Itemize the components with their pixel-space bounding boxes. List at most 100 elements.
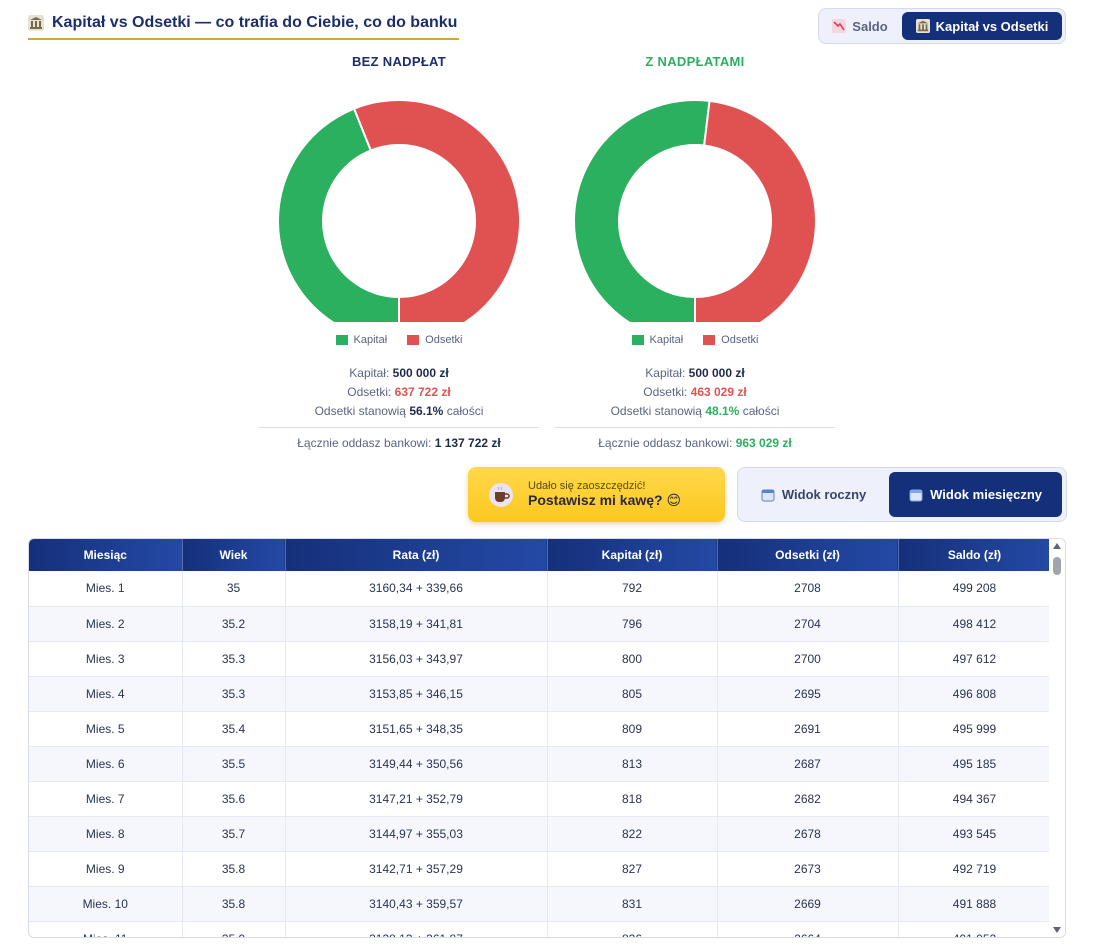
legend-item-odsetki[interactable]: Odsetki bbox=[703, 334, 758, 346]
yearly-view-button[interactable]: Widok roczny bbox=[742, 472, 885, 517]
coffee-button[interactable]: Udało się zaoszczędzić! Postawisz mi kaw… bbox=[468, 467, 725, 522]
chart-summary: Kapitał: 500 000 zł Odsetki: 637 722 zł … bbox=[259, 364, 539, 453]
table-cell: 492 719 bbox=[898, 851, 1052, 887]
monthly-view-label: Widok miesięczny bbox=[930, 487, 1043, 502]
table-row: Mies. 1135.93138,13 + 361,878362664491 0… bbox=[29, 921, 1052, 937]
donut-slice-kapital[interactable] bbox=[573, 99, 711, 344]
table-cell: 491 888 bbox=[898, 886, 1052, 922]
table-cell: 495 999 bbox=[898, 711, 1052, 747]
table-row: Mies. 5 35.4 3151,65 + 348,35 809 2691 495 99… bbox=[29, 711, 1052, 747]
legend-item-kapital[interactable]: Kapitał bbox=[335, 334, 387, 346]
table-row: Mies. 1 35 3160,34 + 339,66 792 2708 499 208 bbox=[29, 571, 1052, 607]
table-cell: 35.6 bbox=[182, 781, 286, 817]
table-row: Mies. 2 35.2 3158,19 + 341,81 796 2704 498 41… bbox=[29, 606, 1052, 642]
coffee-cup-icon bbox=[489, 482, 513, 507]
yearly-view-label: Widok roczny bbox=[781, 487, 867, 502]
table-cell: 3151,65 + 348,35 bbox=[285, 711, 548, 747]
page-title: Kapitał vs Odsetki — co trafia do Ciebie… bbox=[52, 14, 458, 31]
table-cell: 2708 bbox=[717, 571, 899, 607]
table-cell: Mies. 7 bbox=[29, 781, 183, 817]
table-cell: Mies. 4 bbox=[29, 676, 183, 712]
chart-legend: Kapitał Odsetki bbox=[259, 330, 539, 350]
saldo-label: Saldo bbox=[852, 18, 888, 34]
table-cell: 495 185 bbox=[898, 746, 1052, 782]
chart-summary: Kapitał: 500 000 zł Odsetki: 463 029 zł … bbox=[555, 364, 835, 453]
table-scrollbar[interactable] bbox=[1049, 539, 1065, 937]
table-cell: 2691 bbox=[717, 711, 899, 747]
kapital-line: Kapitał: 500 000 zł bbox=[349, 366, 449, 380]
schedule-table: Miesiąc Wiek Rata (zł) Kapitał (zł) Odse… bbox=[29, 539, 1052, 937]
table-cell: 2669 bbox=[717, 886, 899, 922]
table-cell: Mies. 10 bbox=[29, 886, 183, 922]
table-cell: 2700 bbox=[717, 641, 899, 677]
table-row: Mies. 4 35.3 3153,85 + 346,15 805 2695 496 80… bbox=[29, 676, 1052, 712]
table-cell: 813 bbox=[547, 746, 718, 782]
table-cell: 2682 bbox=[717, 781, 899, 817]
table-row: Mies. 9 35.8 3142,71 + 357,29 827 2673 492 71… bbox=[29, 851, 1052, 887]
table-cell: 3158,19 + 341,81 bbox=[285, 606, 548, 642]
monthly-view-button[interactable]: Widok miesięczny bbox=[889, 472, 1062, 517]
scroll-down-arrow-icon[interactable] bbox=[1053, 927, 1061, 933]
table-cell: 792 bbox=[547, 571, 718, 607]
donut-slice-odsetki[interactable] bbox=[352, 99, 521, 344]
table-cell: 35 bbox=[182, 571, 286, 607]
table-cell: Mies. 3 bbox=[29, 641, 183, 677]
table-cell: 3147,21 + 352,79 bbox=[285, 781, 548, 817]
calendar-icon bbox=[909, 489, 923, 501]
scroll-up-arrow-icon[interactable] bbox=[1053, 543, 1061, 549]
scroll-thumb[interactable] bbox=[1053, 557, 1061, 575]
donut-chart bbox=[555, 72, 835, 344]
table-cell: 497 612 bbox=[898, 641, 1052, 677]
legend-item-kapital[interactable]: Kapitał bbox=[631, 334, 683, 346]
share-line: Odsetki stanowią 56.1% całości bbox=[314, 404, 484, 418]
total-line: Łącznie oddasz bankowi: 1 137 722 zł bbox=[259, 427, 539, 453]
table-cell: 800 bbox=[547, 641, 718, 677]
table-cell: 35.4 bbox=[182, 711, 286, 747]
table-cell: 3140,43 + 359,57 bbox=[285, 886, 548, 922]
table-cell: 496 808 bbox=[898, 676, 1052, 712]
total-line: Łącznie oddasz bankowi: 963 029 zł bbox=[555, 427, 835, 453]
table-cell: Mies. 2 bbox=[29, 606, 183, 642]
donut-chart bbox=[259, 72, 539, 344]
calendar-icon bbox=[761, 489, 775, 501]
table-cell: 3138,13 + 361,87 bbox=[285, 921, 548, 937]
table-cell: 3160,34 + 339,66 bbox=[285, 571, 548, 607]
table-cell: Mies. 8 bbox=[29, 816, 183, 852]
table-cell: 2673 bbox=[717, 851, 899, 887]
chart-z-nadplatami: Z NADPŁATAMI Kapitał Odsetki Kapitał: 50… bbox=[555, 52, 835, 453]
donut-slice-odsetki[interactable] bbox=[694, 99, 817, 344]
table-cell: 2664 bbox=[717, 921, 899, 937]
chart-title: BEZ NADPŁAT bbox=[351, 54, 447, 69]
col-header-rata: Rata (zł) bbox=[285, 539, 548, 571]
odsetki-line: Odsetki: 637 722 zł bbox=[347, 385, 451, 399]
table-cell: 35.5 bbox=[182, 746, 286, 782]
saldo-button[interactable]: Saldo bbox=[822, 12, 898, 40]
table-cell: 3153,85 + 346,15 bbox=[285, 676, 548, 712]
coffee-title: Postawisz mi kawę? 😊 bbox=[528, 492, 682, 508]
table-cell: 35.9 bbox=[182, 921, 286, 937]
legend-item-odsetki[interactable]: Odsetki bbox=[407, 334, 462, 346]
table-cell: 35.8 bbox=[182, 851, 286, 887]
col-header-saldo: Saldo (zł) bbox=[898, 539, 1052, 571]
chart-down-icon bbox=[832, 19, 847, 33]
table-cell: 35.2 bbox=[182, 606, 286, 642]
table-row: Mies. 7 35.6 3147,21 + 352,79 818 2682 494 36… bbox=[29, 781, 1052, 817]
table-cell: 494 367 bbox=[898, 781, 1052, 817]
table-cell: 493 545 bbox=[898, 816, 1052, 852]
bank-icon bbox=[28, 15, 44, 31]
table-cell: 498 412 bbox=[898, 606, 1052, 642]
table-row: Mies. 3 35.3 3156,03 + 343,97 800 2700 497 61… bbox=[29, 641, 1052, 677]
table-cell: 831 bbox=[547, 886, 718, 922]
kvo-label: Kapitał vs Odsetki bbox=[935, 18, 1049, 34]
table-cell: 2687 bbox=[717, 746, 899, 782]
schedule-table-container[interactable]: Miesiąc Wiek Rata (zł) Kapitał (zł) Odse… bbox=[28, 538, 1066, 938]
view-toggle: Widok roczny Widok miesięczny bbox=[737, 467, 1067, 522]
kapital-vs-odsetki-button[interactable]: Kapitał vs Odsetki bbox=[902, 12, 1062, 40]
donut-slice-kapital[interactable] bbox=[277, 107, 400, 344]
share-line: Odsetki stanowią 48.1% całości bbox=[610, 404, 780, 418]
table-cell: Mies. 11 bbox=[29, 921, 183, 937]
table-row: Mies. 10 35.8 3140,43 + 359,57 831 2669 491 8… bbox=[29, 886, 1052, 922]
section-title: Kapitał vs Odsetki — co trafia do Ciebie… bbox=[28, 10, 460, 40]
chart-mode-toggle: Saldo Kapitał vs Odsetki bbox=[818, 8, 1066, 44]
bank-icon bbox=[915, 19, 930, 33]
